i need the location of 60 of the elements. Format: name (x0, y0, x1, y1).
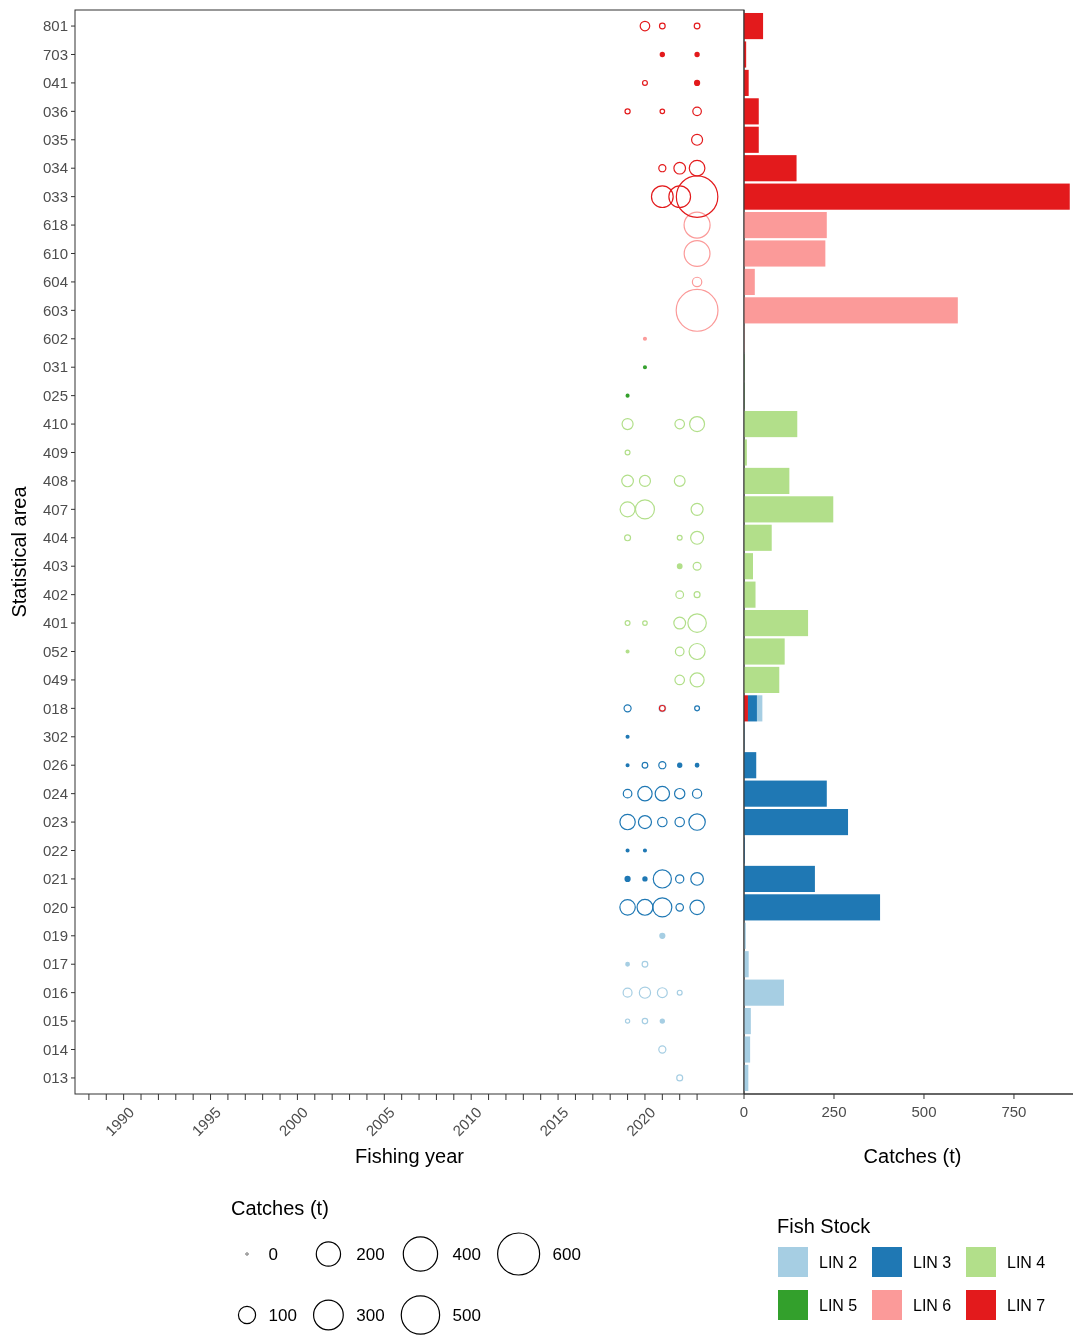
legend-title: Fish Stock (777, 1215, 872, 1237)
y-tick-label: 604 (42, 273, 68, 291)
y-tick-label: 018 (42, 699, 68, 717)
y-tick-label: 022 (42, 841, 68, 859)
y-tick-label: 014 (42, 1040, 68, 1058)
legend-label: LIN 6 (913, 1296, 952, 1314)
y-tick-label: 401 (42, 614, 68, 632)
y-tick-label: 021 (42, 870, 68, 888)
y-tick-label: 016 (42, 983, 68, 1001)
y-tick-label: 013 (42, 1069, 68, 1087)
x-tick-label: 250 (821, 1103, 847, 1120)
y-tick-label: 025 (42, 386, 68, 404)
legend-label: 200 (356, 1244, 385, 1264)
x-axis-title: Catches (t) (863, 1145, 962, 1167)
legend-label: 0 (268, 1244, 279, 1264)
legend-label: 600 (552, 1244, 581, 1264)
x-tick-label: 750 (1001, 1103, 1027, 1120)
y-tick-label: 603 (42, 301, 68, 319)
y-tick-label: 034 (42, 159, 68, 177)
legend-label: LIN 5 (819, 1296, 858, 1314)
y-tick-label: 602 (42, 330, 68, 348)
y-tick-label: 408 (42, 472, 68, 490)
y-tick-label: 801 (42, 17, 68, 35)
y-tick-label: 036 (42, 102, 68, 120)
y-tick-label: 041 (42, 74, 68, 92)
y-tick-label: 033 (42, 187, 68, 205)
y-tick-label: 703 (42, 45, 68, 63)
y-tick-label: 410 (42, 415, 68, 433)
y-tick-label: 049 (42, 671, 68, 689)
y-tick-label: 019 (42, 927, 68, 945)
legend-label: LIN 2 (819, 1253, 858, 1271)
legend-label: 100 (268, 1305, 297, 1325)
y-axis-title: Statistical area (8, 485, 30, 618)
x-tick-label: 0 (739, 1103, 749, 1120)
y-tick-label: 035 (42, 131, 68, 149)
y-tick-label: 026 (42, 756, 68, 774)
y-tick-label: 404 (42, 529, 68, 547)
x-tick-label: 500 (911, 1103, 937, 1120)
legend-label: LIN 3 (913, 1253, 952, 1271)
y-tick-label: 024 (42, 784, 68, 802)
y-tick-label: 052 (42, 642, 68, 660)
y-tick-label: 618 (42, 216, 68, 234)
y-tick-label: 409 (42, 443, 68, 461)
legend-label: LIN 7 (1007, 1296, 1046, 1314)
y-tick-label: 302 (42, 728, 68, 746)
y-tick-label: 402 (42, 585, 68, 603)
y-tick-label: 023 (42, 813, 68, 831)
legend-label: LIN 4 (1007, 1253, 1046, 1271)
y-tick-label: 015 (42, 1012, 68, 1030)
y-tick-label: 403 (42, 557, 68, 575)
y-tick-label: 020 (42, 898, 68, 916)
y-tick-label: 017 (42, 955, 68, 973)
y-tick-label: 610 (42, 244, 68, 262)
legend-label: 500 (452, 1305, 481, 1325)
y-tick-label: 031 (42, 358, 68, 376)
y-tick-label: 407 (42, 500, 68, 518)
legend-label: 400 (452, 1244, 481, 1264)
x-axis-title: Fishing year (355, 1145, 465, 1167)
legend-label: 300 (356, 1305, 385, 1325)
legend-title: Catches (t) (231, 1197, 329, 1219)
